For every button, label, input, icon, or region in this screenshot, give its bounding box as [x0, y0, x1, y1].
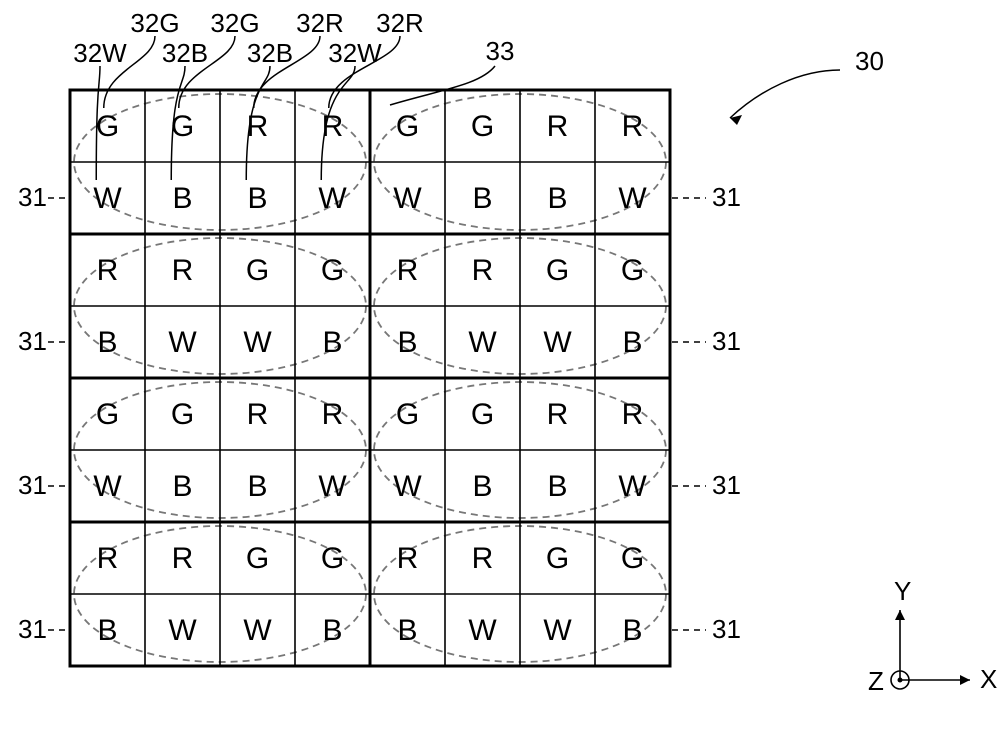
cell-letter: R — [247, 398, 269, 431]
leader-30 — [730, 70, 840, 118]
cell-letter: G — [246, 254, 269, 287]
top-label-lower: 32W — [73, 38, 127, 68]
cell-letter: G — [471, 398, 494, 431]
cell-letter: R — [322, 110, 344, 143]
cell-letter: G — [171, 398, 194, 431]
cell-letter: G — [546, 542, 569, 575]
cell-letter: G — [396, 110, 419, 143]
cell-letter: W — [168, 614, 197, 647]
cell-letter: W — [468, 614, 497, 647]
cell-letter: G — [96, 110, 119, 143]
cell-letter: R — [472, 254, 494, 287]
cell-letter: R — [622, 398, 644, 431]
leader-33 — [390, 66, 495, 105]
cell-letter: B — [397, 326, 417, 359]
axis-x-label: X — [980, 664, 997, 694]
cell-letter: W — [318, 182, 347, 215]
cell-letter: B — [172, 470, 192, 503]
top-label-upper: 32G — [210, 8, 259, 38]
cell-letter: W — [618, 470, 647, 503]
cell-letter: B — [547, 470, 567, 503]
cell-letter: R — [547, 110, 569, 143]
cell-letter: W — [168, 326, 197, 359]
cell-letter: W — [243, 614, 272, 647]
cell-letter: B — [472, 182, 492, 215]
cell-letter: B — [622, 326, 642, 359]
top-label-upper: 32R — [376, 8, 424, 38]
cell-letter: G — [621, 542, 644, 575]
ref-31-left: 31 — [18, 470, 47, 500]
ref-31-right: 31 — [712, 182, 741, 212]
top-label-lower: 32B — [247, 38, 293, 68]
cell-letter: B — [247, 182, 267, 215]
cell-letter: G — [621, 254, 644, 287]
cell-letter: W — [393, 182, 422, 215]
cell-letter: W — [243, 326, 272, 359]
cell-letter: B — [97, 326, 117, 359]
cell-letter: R — [397, 542, 419, 575]
ref-33-label: 33 — [486, 36, 515, 66]
cell-letter: W — [318, 470, 347, 503]
cell-letter: G — [246, 542, 269, 575]
top-label-lower: 32B — [162, 38, 208, 68]
cell-letter: W — [468, 326, 497, 359]
top-label-upper: 32R — [296, 8, 344, 38]
pixel-array-figure: G G R R G G R R W B B W W B B W R R G G R R G G B W W B B W W B G G R R G G R R… — [0, 0, 1000, 738]
cell-letter: R — [547, 398, 569, 431]
cell-letter: G — [96, 398, 119, 431]
cell-letter: R — [172, 542, 194, 575]
ref-31-right: 31 — [712, 614, 741, 644]
ref-30-label: 30 — [855, 46, 884, 76]
cell-letter: B — [172, 182, 192, 215]
cell-letter: B — [322, 326, 342, 359]
cell-letter: R — [322, 398, 344, 431]
cell-letter: R — [397, 254, 419, 287]
cell-letter: W — [543, 326, 572, 359]
axis-y-arrow — [895, 610, 905, 620]
cell-letter: R — [172, 254, 194, 287]
cell-letter: G — [321, 254, 344, 287]
ref-31-right: 31 — [712, 326, 741, 356]
cell-letter: B — [622, 614, 642, 647]
cell-letter: W — [393, 470, 422, 503]
top-label-upper: 32G — [130, 8, 179, 38]
cell-letter: G — [321, 542, 344, 575]
cell-letter: W — [543, 614, 572, 647]
cell-letter: W — [93, 182, 122, 215]
cell-letter: B — [247, 470, 267, 503]
cell-letter: R — [472, 542, 494, 575]
cell-letter: G — [396, 398, 419, 431]
cell-letter: B — [97, 614, 117, 647]
cell-letter: R — [622, 110, 644, 143]
cell-letter: B — [397, 614, 417, 647]
cell-letter: R — [97, 542, 119, 575]
axis-z-dot — [898, 678, 903, 683]
axis-z-label: Z — [868, 666, 884, 696]
ref-31-left: 31 — [18, 326, 47, 356]
ref-31-left: 31 — [18, 614, 47, 644]
cell-letter: W — [93, 470, 122, 503]
cell-letter: B — [547, 182, 567, 215]
top-label-lower: 32W — [328, 38, 382, 68]
cell-letter: B — [322, 614, 342, 647]
cell-letter: R — [97, 254, 119, 287]
ref-31-left: 31 — [18, 182, 47, 212]
ref-31-right: 31 — [712, 470, 741, 500]
cell-letter: G — [546, 254, 569, 287]
cell-letter: G — [471, 110, 494, 143]
cell-letter: B — [472, 470, 492, 503]
axis-y-label: Y — [894, 576, 911, 606]
cell-letter: W — [618, 182, 647, 215]
axis-x-arrow — [960, 675, 970, 685]
